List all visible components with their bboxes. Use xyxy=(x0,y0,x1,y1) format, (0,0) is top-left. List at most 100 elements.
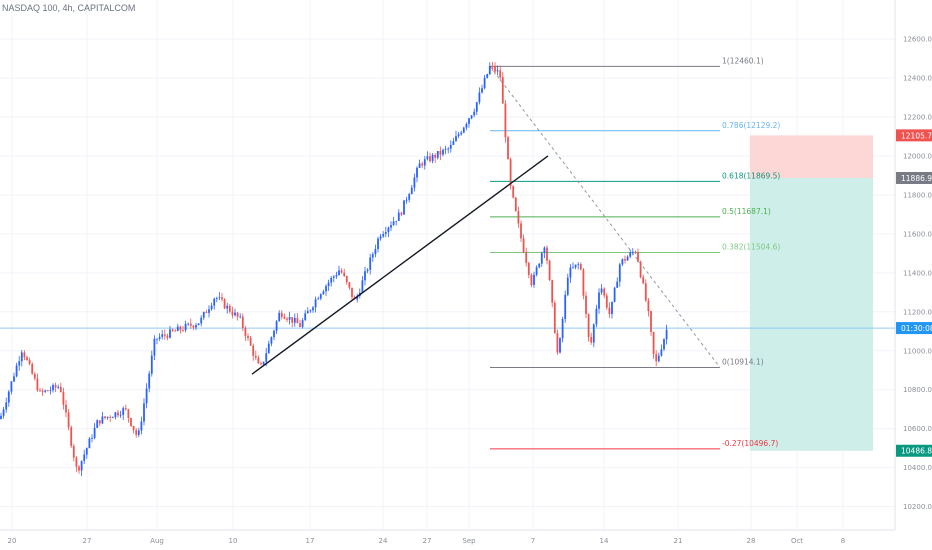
candle xyxy=(174,329,177,332)
candle-body xyxy=(546,247,548,261)
candle xyxy=(364,266,366,286)
candle-body xyxy=(535,267,538,275)
candle-body xyxy=(202,312,205,318)
candle xyxy=(153,335,156,361)
candle xyxy=(361,276,364,294)
candle xyxy=(546,245,548,265)
candle-body xyxy=(595,308,598,325)
candle xyxy=(369,253,372,275)
candle xyxy=(91,434,93,443)
candle-body xyxy=(644,283,647,301)
candle-body xyxy=(579,263,582,270)
candle xyxy=(345,275,348,285)
candle-body xyxy=(340,270,343,273)
candle xyxy=(166,333,169,341)
candle-body xyxy=(384,232,387,234)
candle xyxy=(78,464,80,474)
candle xyxy=(395,220,398,226)
candle xyxy=(122,406,125,421)
candle-body xyxy=(421,163,424,166)
candle-body xyxy=(436,150,439,158)
y-tick-label: 11000.0 xyxy=(903,347,932,355)
y-tick-label: 10400.0 xyxy=(903,464,932,472)
candle xyxy=(460,130,463,136)
candle-body xyxy=(182,330,184,331)
candle-body xyxy=(361,280,364,293)
candle-body xyxy=(621,259,624,265)
candle-body xyxy=(475,102,478,112)
candle-body xyxy=(460,132,463,135)
candle xyxy=(114,411,117,420)
candle xyxy=(158,333,161,341)
candle-body xyxy=(200,317,203,324)
candle-body xyxy=(418,163,421,168)
candle xyxy=(192,324,195,330)
candle xyxy=(304,310,307,321)
candle-body xyxy=(10,381,13,392)
candle xyxy=(85,447,88,459)
candle xyxy=(582,267,585,300)
candle-body xyxy=(88,438,91,449)
candle-body xyxy=(569,267,572,278)
candle xyxy=(535,265,538,277)
candle xyxy=(488,62,491,76)
candle xyxy=(561,316,564,343)
candle xyxy=(236,311,239,321)
candle-body xyxy=(36,378,39,391)
candle-body xyxy=(70,427,73,447)
candle xyxy=(179,325,182,334)
candle xyxy=(338,265,340,276)
candle-body xyxy=(171,329,174,331)
candle-body xyxy=(252,345,255,356)
candle xyxy=(579,262,582,271)
candle xyxy=(257,355,260,364)
candle xyxy=(208,305,210,318)
candle-body xyxy=(226,305,229,309)
fib-level-label: 1(12460.1) xyxy=(722,56,764,65)
candle-body xyxy=(78,466,80,471)
candle-body xyxy=(501,77,504,104)
candle-body xyxy=(124,408,127,410)
drawn-trendline xyxy=(251,155,549,375)
candle-body xyxy=(80,460,83,471)
y-tick-label: 12600.0 xyxy=(903,36,932,44)
candle xyxy=(611,301,613,319)
candle xyxy=(418,159,421,168)
candle-body xyxy=(23,352,26,358)
candle-body xyxy=(348,282,351,288)
candle xyxy=(200,315,203,327)
candle xyxy=(525,247,528,267)
candle xyxy=(106,416,109,420)
candle xyxy=(551,279,554,308)
candle xyxy=(228,303,231,314)
candle xyxy=(5,397,8,413)
candle xyxy=(616,277,619,288)
candle-body xyxy=(143,403,145,422)
price-badge: 01:30:08 xyxy=(896,322,932,335)
candle-body xyxy=(364,271,366,281)
candle-body xyxy=(543,247,546,254)
candle xyxy=(267,340,270,354)
candle-body xyxy=(221,297,223,300)
candle-body xyxy=(650,311,652,332)
candle xyxy=(213,297,216,310)
candle-body xyxy=(351,287,353,298)
candle-body xyxy=(153,338,156,356)
candle-body xyxy=(512,185,515,198)
candle-body xyxy=(405,199,408,201)
candle-body xyxy=(468,118,470,124)
candle-body xyxy=(335,275,338,277)
candle-body xyxy=(639,261,642,278)
candle xyxy=(478,87,481,105)
candle xyxy=(603,287,606,298)
candle-body xyxy=(587,314,590,338)
candle xyxy=(605,292,608,310)
candle-body xyxy=(592,324,595,343)
candle-body xyxy=(582,269,585,296)
candle xyxy=(189,318,192,329)
candle xyxy=(486,73,489,79)
candle xyxy=(231,306,234,319)
candle-body xyxy=(525,252,528,263)
